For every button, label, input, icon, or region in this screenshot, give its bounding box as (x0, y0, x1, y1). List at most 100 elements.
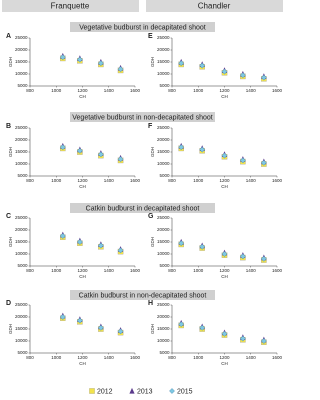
section-title: Catkin budburst in non-decapitated shoot (79, 292, 207, 299)
point (199, 62, 206, 69)
y-tick-label: 25000 (157, 302, 170, 307)
y-tick-label: 25000 (157, 215, 170, 220)
x-axis-label: CH (221, 184, 228, 189)
x-tick-label: 800 (168, 355, 176, 360)
y-tick-label: 20000 (157, 227, 170, 232)
y-tick-label: 20000 (15, 227, 28, 232)
legend-marker (89, 388, 95, 394)
column-header: Franquette (51, 2, 90, 11)
x-tick-label: 800 (26, 268, 34, 273)
x-tick-label: 1400 (246, 178, 257, 183)
x-tick-label: 800 (168, 268, 176, 273)
y-axis-label: GDH (150, 57, 155, 67)
point (221, 152, 228, 159)
y-tick-label: 25000 (157, 125, 170, 130)
x-tick-label: 1000 (193, 88, 204, 93)
point (199, 324, 206, 331)
y-tick-label: 15000 (15, 59, 28, 64)
x-tick-label: 1000 (51, 88, 62, 93)
point (260, 338, 267, 344)
x-tick-label: 1200 (77, 355, 88, 360)
point (97, 242, 104, 249)
figure: Franquette Chandler Vegetative budburst … (2, 0, 283, 396)
x-tick-label: 800 (26, 88, 34, 93)
y-tick-label: 15000 (157, 239, 170, 244)
panel-label: B (6, 123, 11, 130)
legend-label: 2013 (137, 388, 153, 395)
x-axis-label: CH (221, 274, 228, 279)
x-axis-label: CH (79, 184, 86, 189)
y-tick-label: 5000 (17, 263, 28, 268)
x-tick-label: 1400 (246, 88, 257, 93)
y-tick-label: 10000 (157, 71, 170, 76)
y-tick-label: 5000 (17, 83, 28, 88)
legend-marker (129, 387, 135, 394)
point (59, 314, 66, 320)
x-tick-label: 1000 (51, 178, 62, 183)
y-tick-label: 20000 (15, 314, 28, 319)
point (117, 66, 124, 73)
point (239, 335, 246, 342)
y-tick-label: 10000 (15, 71, 28, 76)
section-box (70, 112, 215, 122)
y-tick-label: 15000 (15, 239, 28, 244)
x-tick-label: 1600 (130, 88, 141, 93)
x-axis-label: CH (221, 361, 228, 366)
point (178, 144, 185, 151)
point (117, 156, 124, 163)
header-box (146, 0, 283, 12)
point (221, 68, 228, 75)
x-tick-label: 1200 (77, 268, 88, 273)
x-tick-label: 1000 (51, 355, 62, 360)
x-tick-label: 1400 (104, 268, 115, 273)
point (221, 330, 228, 337)
point (97, 151, 104, 158)
x-tick-label: 1600 (272, 178, 283, 183)
section-box (70, 203, 215, 213)
y-tick-label: 5000 (17, 350, 28, 355)
y-tick-label: 25000 (15, 302, 28, 307)
x-tick-label: 1600 (130, 355, 141, 360)
x-axis-label: CH (79, 94, 86, 99)
point (59, 144, 66, 151)
point (76, 239, 83, 245)
x-tick-label: 800 (26, 355, 34, 360)
y-tick-label: 20000 (157, 137, 170, 142)
x-tick-label: 1400 (246, 355, 257, 360)
x-tick-label: 800 (26, 178, 34, 183)
y-tick-label: 10000 (15, 338, 28, 343)
y-tick-label: 20000 (15, 137, 28, 142)
panel-label: H (148, 300, 153, 307)
y-tick-label: 20000 (157, 47, 170, 52)
x-tick-label: 1000 (193, 355, 204, 360)
section-title: Vegetative budburst in decapitated shoot (79, 24, 206, 31)
x-tick-label: 1600 (272, 268, 283, 273)
legend-label: 2012 (97, 388, 113, 395)
point (178, 240, 185, 247)
section-title: Catkin budburst in decapitated shoot (86, 205, 200, 212)
point (59, 54, 66, 61)
y-tick-label: 25000 (157, 35, 170, 40)
point (76, 147, 83, 154)
legend-label: 2015 (177, 388, 193, 395)
x-tick-label: 1400 (104, 88, 115, 93)
y-tick-label: 15000 (15, 149, 28, 154)
point (199, 146, 206, 153)
point (260, 255, 267, 262)
panel-label: C (6, 213, 11, 220)
point (260, 159, 267, 166)
x-axis-label: CH (79, 361, 86, 366)
y-tick-label: 10000 (15, 161, 28, 166)
point (76, 56, 83, 63)
section-box (70, 290, 215, 300)
point (59, 233, 66, 239)
x-tick-label: 1200 (219, 355, 230, 360)
y-tick-label: 25000 (15, 215, 28, 220)
x-tick-label: 1000 (193, 178, 204, 183)
y-axis-label: GDH (150, 324, 155, 334)
point (117, 328, 124, 335)
y-tick-label: 15000 (157, 149, 170, 154)
y-tick-label: 10000 (15, 251, 28, 256)
y-tick-label: 20000 (157, 314, 170, 319)
point (239, 253, 246, 260)
